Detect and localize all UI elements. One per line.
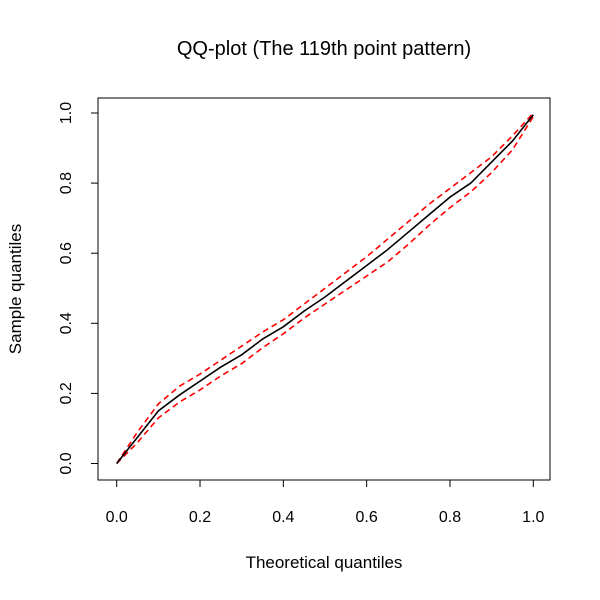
y-axis: 0.0 0.2 0.4 0.6 0.8 1.0 [58, 102, 99, 475]
y-tick-label: 0.8 [58, 172, 75, 194]
y-tick-label: 1.0 [58, 102, 75, 124]
x-tick-label: 0.0 [106, 509, 128, 526]
y-tick-label: 0.0 [58, 452, 75, 474]
y-tick-label: 0.6 [58, 242, 75, 264]
chart-title: QQ-plot (The 119th point pattern) [177, 38, 471, 60]
y-axis-label: Sample quantiles [6, 224, 25, 354]
y-tick-label: 0.2 [58, 382, 75, 404]
x-tick-label: 0.8 [439, 509, 461, 526]
x-tick-label: 0.2 [189, 509, 211, 526]
x-tick-label: 0.6 [356, 509, 378, 526]
series-layer [116, 112, 534, 465]
x-axis-label: Theoretical quantiles [246, 553, 403, 572]
y-tick-label: 0.4 [58, 312, 75, 334]
upper-envelope-line [116, 112, 534, 464]
x-tick-label: 1.0 [522, 509, 544, 526]
lower-envelope-line [116, 116, 534, 465]
x-axis: 0.0 0.2 0.4 0.6 0.8 1.0 [106, 479, 545, 526]
sample-line [116, 114, 534, 464]
x-tick-label: 0.4 [272, 509, 294, 526]
